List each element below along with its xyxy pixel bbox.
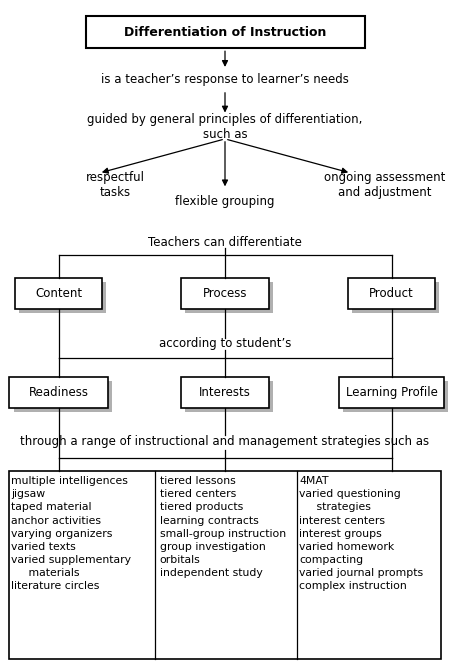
Bar: [339, 377, 444, 408]
Bar: [9, 471, 441, 659]
Text: guided by general principles of differentiation,
such as: guided by general principles of differen…: [87, 113, 363, 142]
Bar: [185, 282, 273, 313]
Bar: [181, 377, 269, 408]
Text: Learning Profile: Learning Profile: [346, 386, 437, 399]
Bar: [9, 377, 108, 408]
Text: Content: Content: [35, 287, 82, 300]
Bar: [347, 278, 436, 309]
Bar: [185, 381, 273, 412]
Text: Teachers can differentiate: Teachers can differentiate: [148, 236, 302, 250]
Text: multiple intelligences
jigsaw
taped material
anchor activities
varying organizer: multiple intelligences jigsaw taped mate…: [11, 476, 131, 590]
Text: is a teacher’s response to learner’s needs: is a teacher’s response to learner’s nee…: [101, 72, 349, 86]
Bar: [181, 278, 269, 309]
Text: Product: Product: [369, 287, 414, 300]
Bar: [14, 381, 112, 412]
Bar: [86, 16, 365, 48]
Text: according to student’s: according to student’s: [159, 337, 291, 350]
Bar: [343, 381, 448, 412]
Text: tiered lessons
tiered centers
tiered products
learning contracts
small-group ins: tiered lessons tiered centers tiered pro…: [160, 476, 286, 578]
Bar: [19, 282, 106, 313]
Text: Process: Process: [203, 287, 247, 300]
Text: ongoing assessment
and adjustment: ongoing assessment and adjustment: [324, 171, 446, 199]
Text: Interests: Interests: [199, 386, 251, 399]
Text: flexible grouping: flexible grouping: [175, 195, 275, 208]
Text: respectful
tasks: respectful tasks: [86, 171, 144, 199]
Text: through a range of instructional and management strategies such as: through a range of instructional and man…: [20, 435, 430, 448]
Text: Differentiation of Instruction: Differentiation of Instruction: [124, 25, 326, 39]
Bar: [14, 278, 103, 309]
Text: 4MAT
varied questioning
     strategies
interest centers
interest groups
varied : 4MAT varied questioning strategies inter…: [299, 476, 423, 590]
Bar: [352, 282, 439, 313]
Text: Readiness: Readiness: [28, 386, 89, 399]
